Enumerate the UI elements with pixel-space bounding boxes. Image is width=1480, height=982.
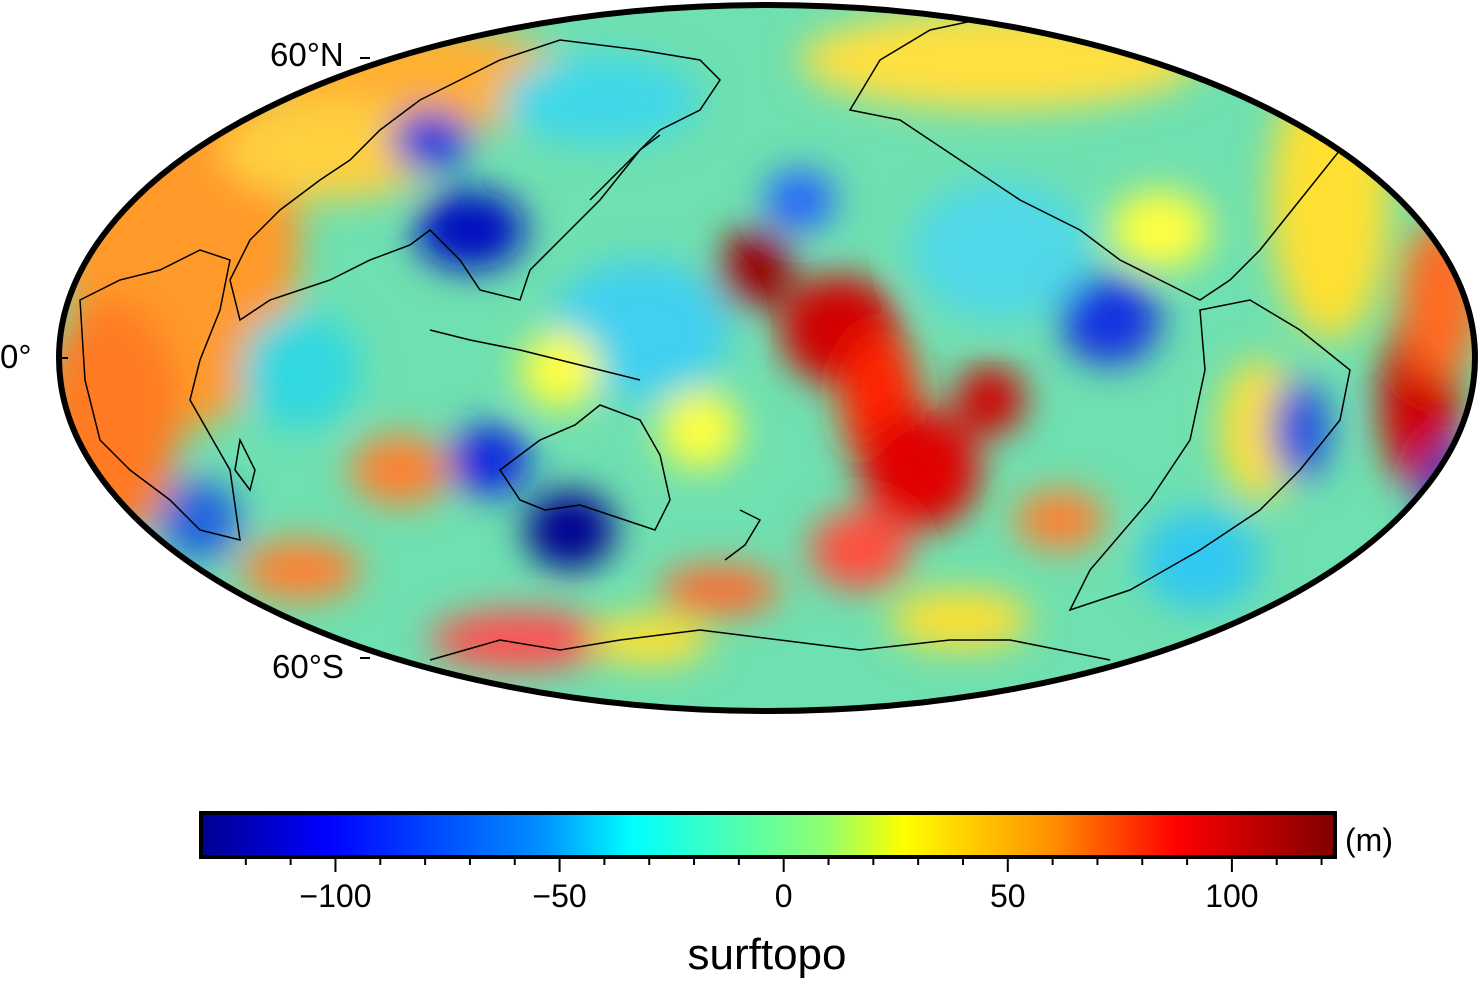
colorbar-title: surftopo: [687, 930, 847, 979]
latitude-ticks: [58, 57, 370, 659]
colorbar-tick-label: 0: [774, 878, 793, 914]
coastlines: [79, 14, 1372, 661]
colorbar-tick-label: −100: [299, 878, 372, 914]
globe: [56, 2, 1478, 714]
antarctica-coast: [429, 629, 1111, 661]
australia-coast: [498, 404, 671, 531]
japan-coast: [589, 134, 661, 201]
lat-label-60s: 60°S: [272, 648, 344, 685]
lat-label-60n: 60°N: [270, 36, 344, 73]
colorbar-gradient: [199, 811, 1337, 859]
surftopo-field: [59, 10, 1475, 670]
new-zealand-coast: [724, 509, 762, 561]
colorbar: [199, 811, 1337, 872]
africa-coast: [79, 249, 241, 541]
colorbar-ticks: [244, 857, 1323, 872]
colorbar-tick-label: 50: [990, 878, 1026, 914]
indonesia-coast: [429, 329, 641, 381]
lat-label-0: 0°: [0, 338, 32, 375]
asia-coast: [229, 39, 721, 322]
colorbar-tick-label: 100: [1205, 878, 1259, 914]
south-america-coast: [1068, 299, 1351, 612]
colorbar-unit: (m): [1345, 822, 1393, 858]
colorbar-tick-label: −50: [532, 878, 587, 914]
madagascar-coast: [234, 437, 256, 492]
